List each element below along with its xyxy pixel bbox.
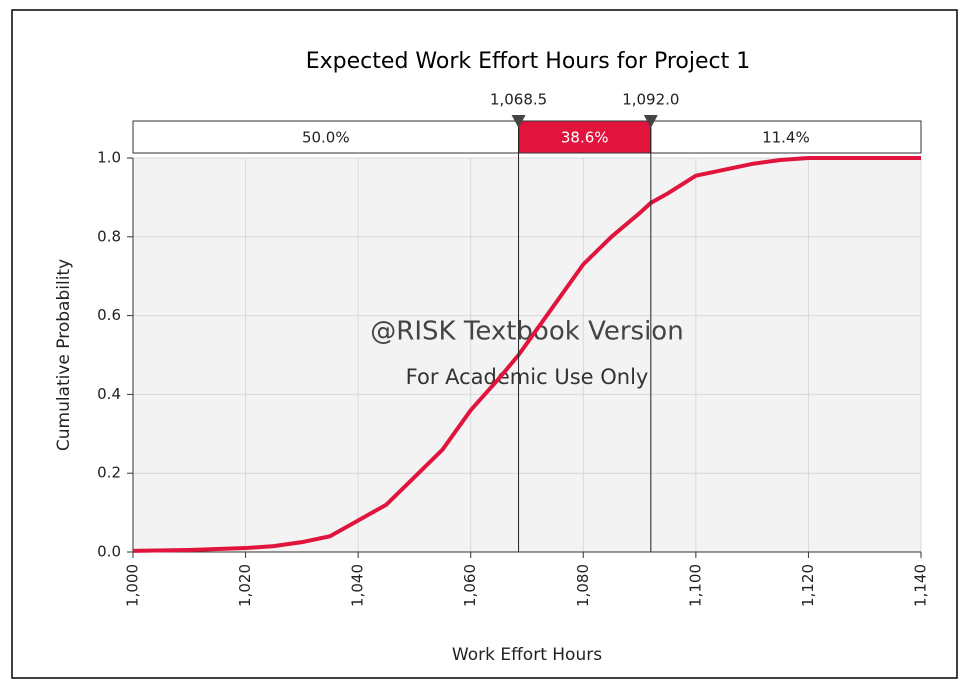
x-tick-label: 1,120 bbox=[799, 564, 817, 607]
delimiter-label: 1,092.0 bbox=[622, 91, 679, 109]
watermark: For Academic Use Only bbox=[406, 365, 649, 389]
region-label: 11.4% bbox=[762, 129, 810, 147]
x-tick-label: 1,060 bbox=[461, 564, 479, 607]
region-segment bbox=[518, 120, 652, 154]
plot-area bbox=[133, 158, 921, 552]
y-axis-label: Cumulative Probability bbox=[54, 259, 74, 451]
x-tick-label: 1,020 bbox=[236, 564, 254, 607]
x-axis-label: Work Effort Hours bbox=[452, 645, 602, 665]
region-segment bbox=[650, 120, 922, 154]
y-tick-label: 0.4 bbox=[97, 385, 121, 403]
x-tick-label: 1,080 bbox=[574, 564, 592, 607]
x-tick-label: 1,140 bbox=[912, 564, 930, 607]
region-label: 38.6% bbox=[561, 129, 609, 147]
delimiter-handle bbox=[511, 115, 526, 128]
y-tick-label: 0.2 bbox=[97, 464, 121, 482]
y-tick-label: 0.8 bbox=[97, 227, 121, 245]
delimiter-label: 1,068.5 bbox=[490, 91, 547, 109]
region-label: 50.0% bbox=[302, 129, 350, 147]
x-tick-label: 1,100 bbox=[686, 564, 704, 607]
y-tick-label: 0.6 bbox=[97, 306, 121, 324]
region-segment bbox=[132, 120, 520, 154]
y-tick-label: 0.0 bbox=[97, 543, 121, 561]
cdf-line bbox=[132, 156, 921, 553]
delimiter-handle bbox=[643, 115, 658, 128]
x-tick-label: 1,040 bbox=[349, 564, 367, 607]
chart-title: Expected Work Effort Hours for Project 1 bbox=[306, 49, 750, 74]
y-tick-label: 1.0 bbox=[97, 149, 121, 167]
x-tick-label: 1,000 bbox=[124, 564, 142, 607]
